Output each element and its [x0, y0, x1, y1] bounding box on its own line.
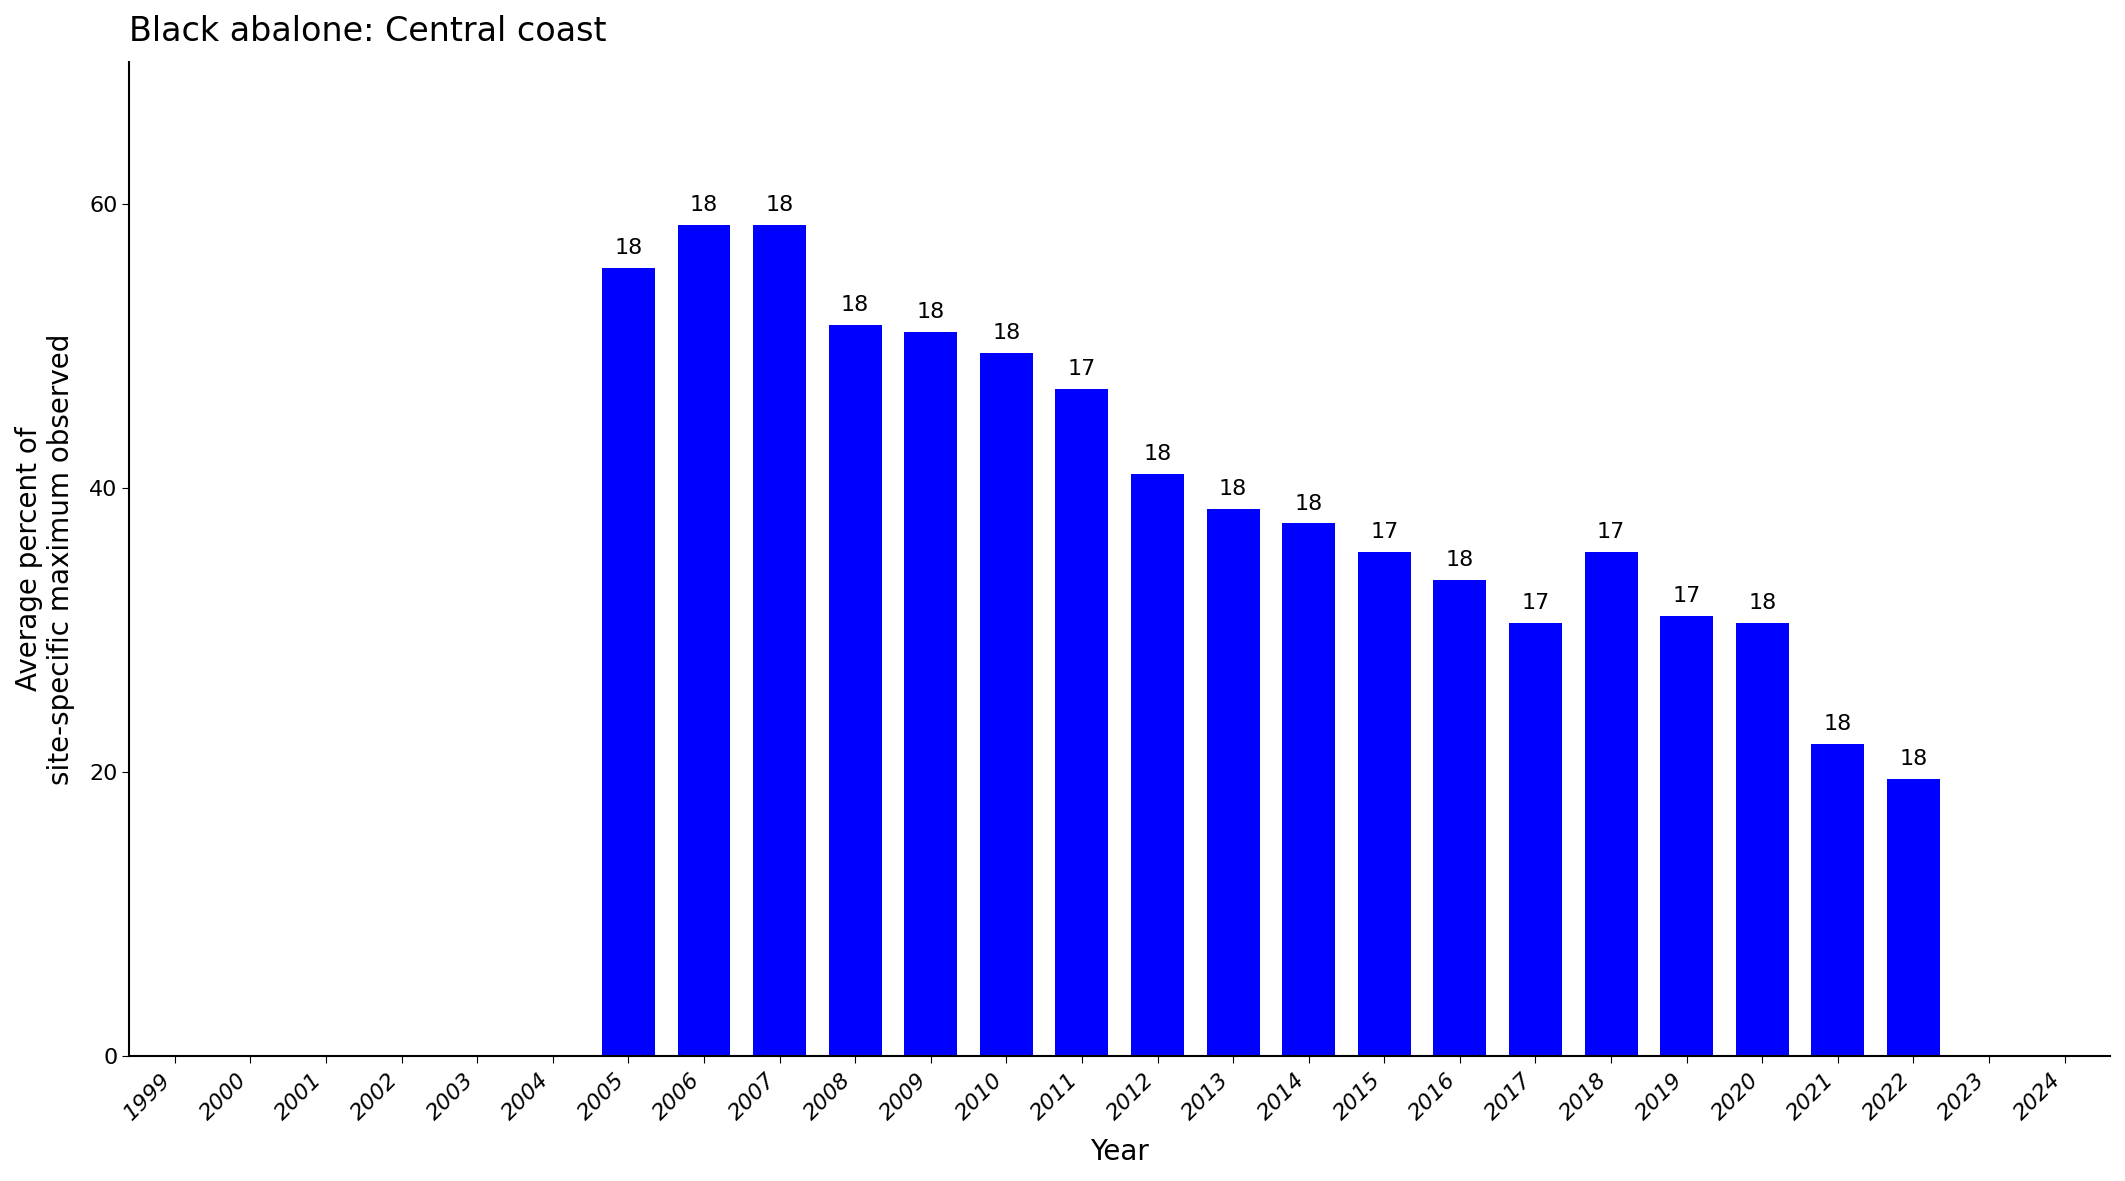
Text: 18: 18	[1445, 550, 1475, 570]
Text: 18: 18	[1823, 713, 1853, 733]
Text: 17: 17	[1522, 593, 1549, 613]
Bar	[1810, 744, 1864, 1056]
Text: 18: 18	[1294, 494, 1324, 514]
Y-axis label: Average percent of
site-specific maximum observed: Average percent of site-specific maximum…	[15, 333, 74, 784]
Text: 18: 18	[1900, 749, 1927, 769]
Text: 18: 18	[1220, 479, 1247, 500]
Text: 18: 18	[614, 237, 642, 257]
Text: 18: 18	[992, 324, 1020, 342]
Bar	[752, 226, 805, 1056]
Bar	[905, 332, 956, 1056]
Bar	[1887, 779, 1940, 1056]
Bar	[980, 353, 1033, 1056]
Text: 17: 17	[1598, 522, 1626, 542]
Text: 18: 18	[842, 295, 869, 314]
Text: 17: 17	[1672, 586, 1700, 606]
Text: 17: 17	[1371, 522, 1398, 542]
Bar	[1358, 552, 1411, 1056]
Bar	[1434, 580, 1485, 1056]
Bar	[601, 268, 654, 1056]
Bar	[1660, 615, 1713, 1056]
Bar	[1207, 509, 1260, 1056]
Bar	[1736, 622, 1789, 1056]
Text: Black abalone: Central coast: Black abalone: Central coast	[130, 15, 608, 48]
Text: 18: 18	[1143, 444, 1171, 464]
Text: 18: 18	[1749, 593, 1776, 613]
Bar	[1130, 474, 1184, 1056]
Bar	[829, 325, 882, 1056]
Text: 17: 17	[1069, 359, 1096, 379]
Text: 18: 18	[691, 195, 718, 215]
Text: 18: 18	[916, 302, 946, 321]
Bar	[1281, 523, 1334, 1056]
Bar	[1056, 389, 1109, 1056]
Bar	[1509, 622, 1562, 1056]
Text: 18: 18	[765, 195, 795, 215]
Bar	[678, 226, 731, 1056]
X-axis label: Year: Year	[1090, 1138, 1150, 1166]
Bar	[1585, 552, 1638, 1056]
